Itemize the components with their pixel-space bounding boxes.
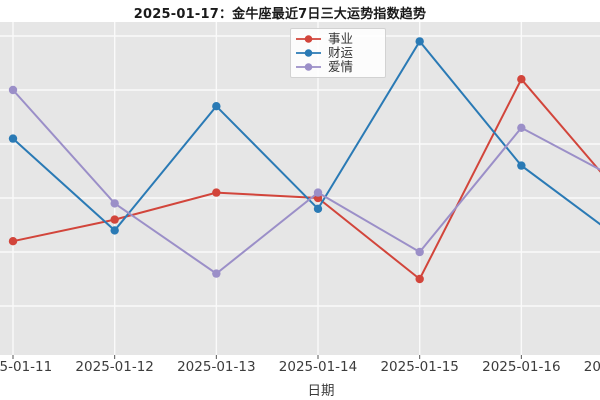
legend-item-wealth: 财运 [296, 46, 385, 60]
wealth-point [517, 161, 526, 170]
wealth-point [313, 204, 323, 213]
x-axis-title: 日期 [307, 383, 335, 399]
love-point [517, 123, 526, 132]
love-point [313, 188, 323, 197]
love-point [8, 85, 18, 95]
chart-title: 2025-01-17：金牛座最近7日三大运势指数趋势 [133, 7, 427, 22]
love-series-marker-icon [296, 63, 321, 71]
wealth-point [212, 102, 221, 111]
legend-item-love: 爱情 [296, 60, 385, 74]
wealth-series-marker-icon [296, 49, 321, 57]
legend-label-career: 事业 [328, 31, 354, 46]
legend: 事业 财运 爱情 [290, 28, 386, 78]
wealth-point [110, 226, 119, 235]
career-point [517, 75, 526, 84]
legend-label-wealth: 财运 [328, 45, 354, 60]
wealth-point [415, 37, 424, 46]
love-point [415, 247, 424, 257]
love-point [212, 269, 221, 278]
wealth-point [8, 134, 18, 143]
career-point [110, 215, 119, 224]
career-point [8, 237, 18, 246]
love-point [110, 199, 119, 208]
career-point [415, 274, 424, 284]
legend-item-career: 事业 [296, 32, 385, 46]
career-point [212, 188, 221, 197]
legend-label-love: 爱情 [328, 59, 354, 74]
career-series-marker-icon [296, 35, 321, 43]
